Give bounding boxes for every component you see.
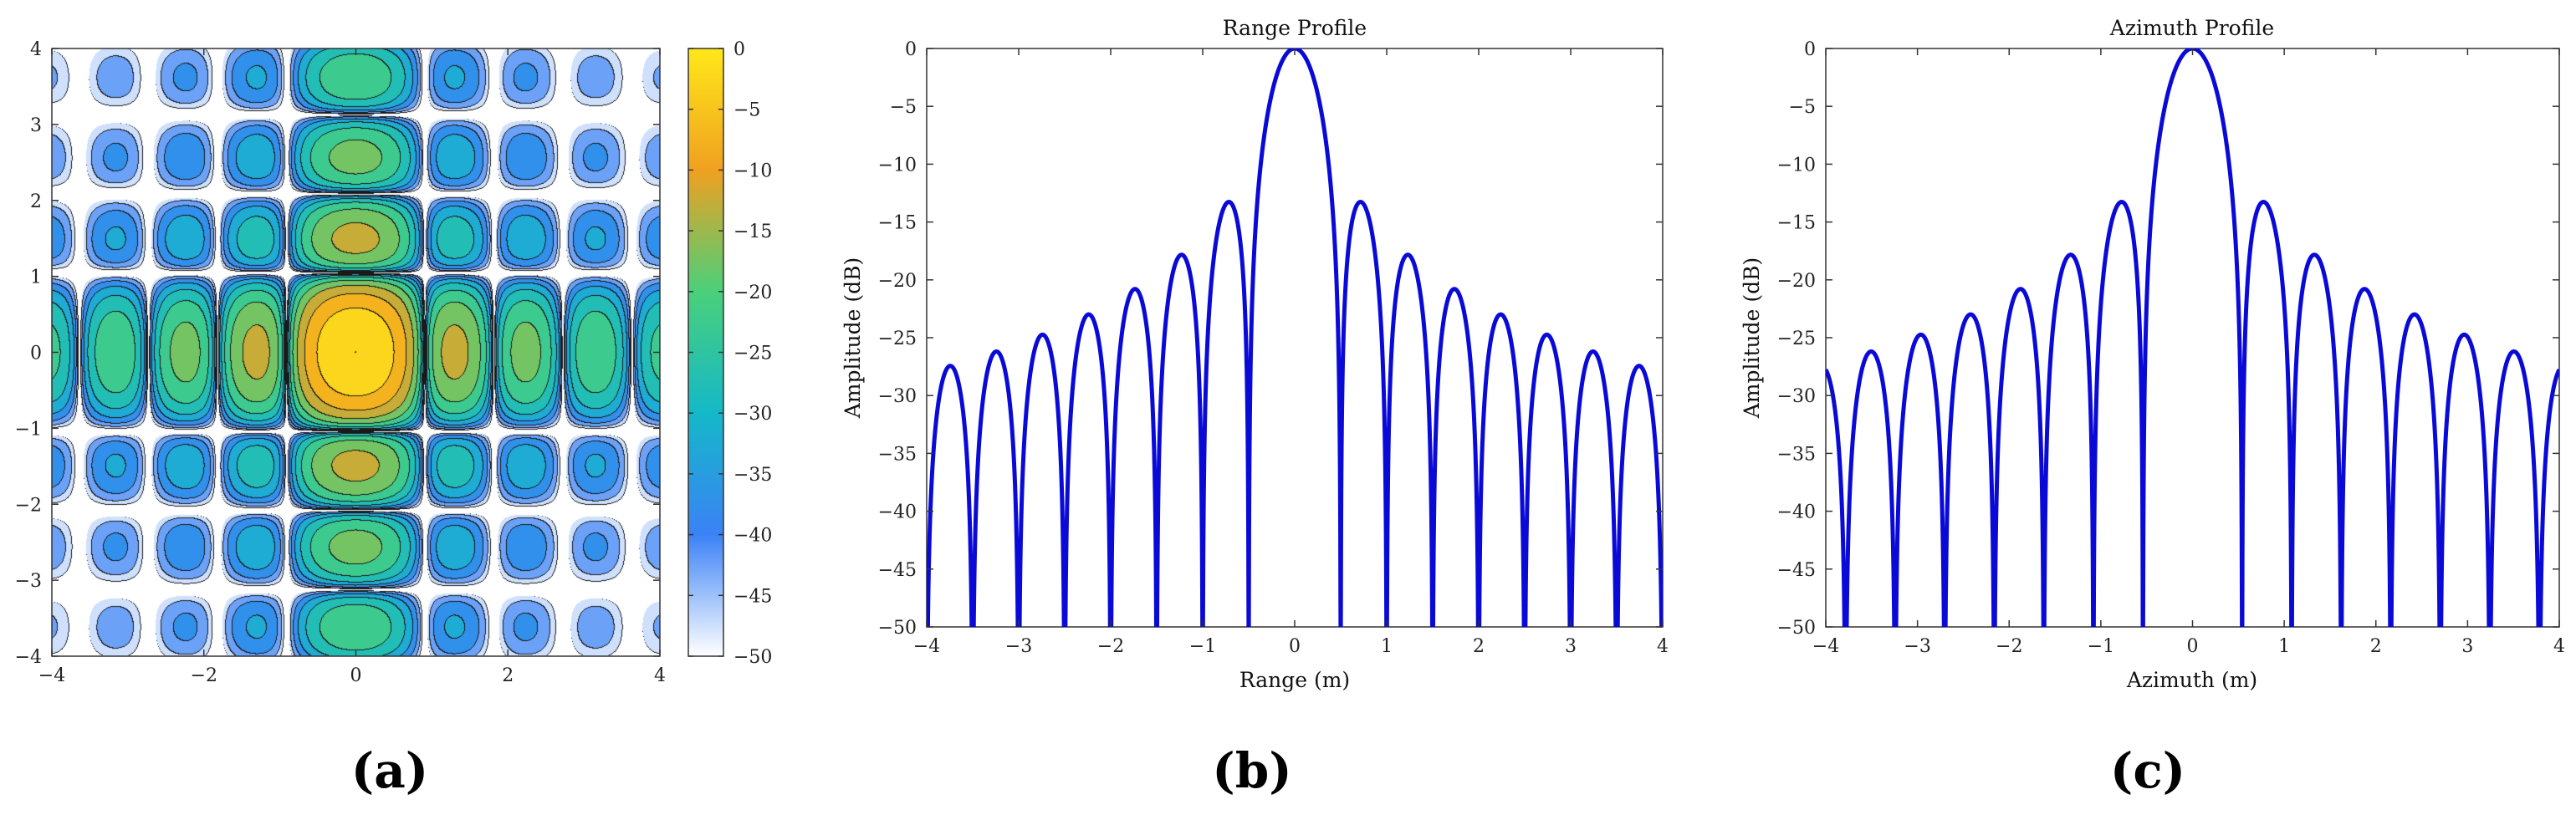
azimuth-profile-panel: Azimuth Profile −4 −3 −2 −1 0 1 2 3 4 0−5−10−15−… xyxy=(1740,16,2565,799)
range-x-axis-label: Range (m) xyxy=(1239,668,1350,692)
colorbar-y-tick-label: −20 xyxy=(733,283,772,303)
contour-y-tick-label: 2 xyxy=(30,191,42,212)
range-x-tick-label: −3 xyxy=(1005,636,1032,657)
contour-x-tick-label: −2 xyxy=(191,665,217,686)
azimuth-profile-title: Azimuth Profile xyxy=(2109,16,2274,40)
range-y-tick-label: −40 xyxy=(878,502,917,523)
colorbar-y-tick-label: 0 xyxy=(733,39,745,60)
contour-image xyxy=(52,48,660,656)
range-x-tick-label: −2 xyxy=(1097,636,1124,657)
range-x-tick-label: 2 xyxy=(1473,636,1485,657)
range-y-axis-label: Amplitude (dB) xyxy=(841,257,865,420)
contour-x-ticks: −4 −2 0 2 4 xyxy=(38,48,666,686)
range-x-tick-label: 3 xyxy=(1565,636,1577,657)
colorbar-y-tick-label: −15 xyxy=(733,222,772,242)
azimuth-y-tick-label: −20 xyxy=(1777,271,1816,292)
panel-label-b: (b) xyxy=(1212,742,1291,799)
azimuth-x-tick-label: −3 xyxy=(1904,636,1930,657)
range-profile-series-line xyxy=(927,48,1663,627)
colorbar-y-tick-label: −40 xyxy=(733,526,772,547)
azimuth-y-tick-label: −5 xyxy=(1789,97,1816,118)
azimuth-profile-series-line xyxy=(1826,48,2559,627)
azimuth-x-tick-label: 0 xyxy=(2187,636,2199,657)
contour-y-tick-label: 0 xyxy=(30,344,42,364)
colorbar-y-tick-label: −50 xyxy=(733,647,772,668)
colorbar-y-tick-label: −25 xyxy=(733,344,772,364)
colorbar-y-tick-label: −35 xyxy=(733,465,772,486)
range-x-tick-label: 0 xyxy=(1289,636,1301,657)
range-y-tick-label: −10 xyxy=(878,155,917,176)
colorbar-y-tick-label: −5 xyxy=(733,100,760,121)
range-plot-frame xyxy=(926,48,1664,628)
azimuth-x-tick-label: 1 xyxy=(2278,636,2290,657)
contour-y-tick-label: 1 xyxy=(30,267,42,288)
range-y-tick-label: −50 xyxy=(878,618,917,639)
range-x-tick-label: −1 xyxy=(1189,636,1216,657)
contour-y-tick-label: −1 xyxy=(15,419,42,440)
range-y-tick-label: 0 xyxy=(905,39,917,60)
azimuth-x-tick-label: −4 xyxy=(1812,636,1839,657)
panel-label-a: (a) xyxy=(351,742,428,799)
range-y-tick-label: −20 xyxy=(878,271,917,292)
range-x-ticks: −4 −3 −2 −1 0 1 2 3 4 xyxy=(913,48,1669,657)
contour-y-tick-label: −3 xyxy=(15,571,42,592)
contour-x-tick-label: −4 xyxy=(38,665,65,686)
azimuth-y-tick-label: −35 xyxy=(1777,444,1816,465)
contour-y-tick-label: 3 xyxy=(30,115,42,136)
contour-y-tick-label: −2 xyxy=(15,495,42,516)
azimuth-y-ticks: 0 −5 −10 −15 −20 −25 −30 −35 −40 −45 −50 xyxy=(1777,39,2559,639)
range-profile-title: Range Profile xyxy=(1223,16,1367,40)
azimuth-x-ticks: −4 −3 −2 −1 0 1 2 3 4 xyxy=(1812,48,2565,657)
contour-x-tick-label: 0 xyxy=(350,665,362,686)
azimuth-y-tick-label: 0 xyxy=(1804,39,1816,60)
panel-label-c: (c) xyxy=(2110,742,2185,799)
azimuth-x-axis-label: Azimuth (m) xyxy=(2126,668,2257,692)
azimuth-y-tick-label: −45 xyxy=(1777,560,1816,581)
azimuth-y-tick-label: −25 xyxy=(1777,329,1816,349)
contour-y-tick-label: −4 xyxy=(15,647,42,668)
azimuth-y-axis-label: Amplitude (dB) xyxy=(1740,257,1764,420)
azimuth-y-tick-label: −50 xyxy=(1777,618,1816,639)
range-x-tick-label: 4 xyxy=(1657,636,1669,657)
range-y-tick-label: −25 xyxy=(878,329,917,349)
contour-y-tick-label: 4 xyxy=(30,39,42,60)
contour-y-ticks: 4 3 2 1 0 −1 −2 −3 −4 xyxy=(15,39,660,668)
colorbar xyxy=(687,48,724,657)
range-x-tick-label: −4 xyxy=(913,636,940,657)
contour-x-tick-label: 4 xyxy=(654,665,666,686)
contour-x-tick-label: 2 xyxy=(502,665,514,686)
azimuth-x-tick-label: −2 xyxy=(1996,636,2022,657)
azimuth-x-tick-label: 3 xyxy=(2461,636,2473,657)
range-y-tick-label: −45 xyxy=(878,560,917,581)
range-profile-panel: Range Profile −4 −3 −2 −1 0 1 2 3 4 0−5−10−15−20… xyxy=(841,16,1669,799)
range-y-tick-label: −35 xyxy=(878,444,917,465)
colorbar-ticks: 0 −5 −10 −15 −20 −25 −30 −35 −40 −45 −50 xyxy=(688,39,772,668)
colorbar-y-tick-label: −30 xyxy=(733,404,772,425)
azimuth-y-tick-label: −15 xyxy=(1777,213,1816,234)
azimuth-x-tick-label: 2 xyxy=(2370,636,2382,657)
colorbar-y-tick-label: −10 xyxy=(733,160,772,181)
range-y-tick-label: −15 xyxy=(878,213,917,234)
azimuth-plot-frame xyxy=(1825,48,2560,628)
range-x-tick-label: 1 xyxy=(1381,636,1393,657)
colorbar-y-tick-label: −45 xyxy=(733,586,772,607)
range-y-tick-label: −30 xyxy=(878,386,917,407)
azimuth-y-tick-label: −30 xyxy=(1777,386,1816,407)
range-y-ticks: 0 −5 −10 −15 −20 −25 −30 −35 −40 −45 −50 xyxy=(878,39,1663,639)
azimuth-y-tick-label: −40 xyxy=(1777,502,1816,523)
azimuth-x-tick-label: −1 xyxy=(2088,636,2114,657)
azimuth-x-tick-label: 4 xyxy=(2553,636,2565,657)
azimuth-y-tick-label: −10 xyxy=(1777,155,1816,176)
range-y-tick-label: −5 xyxy=(890,97,917,118)
